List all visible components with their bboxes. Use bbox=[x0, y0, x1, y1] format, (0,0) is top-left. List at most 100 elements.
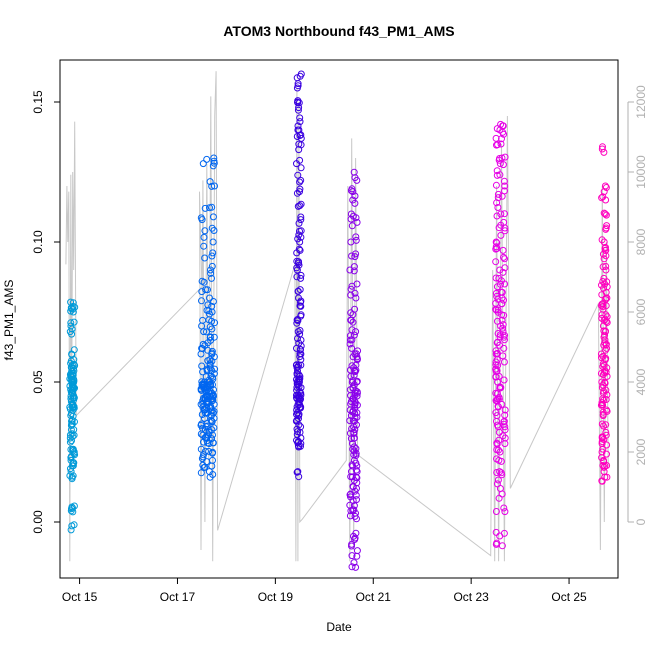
data-point bbox=[201, 447, 209, 455]
data-point bbox=[598, 454, 606, 462]
data-point bbox=[296, 156, 304, 164]
data-point bbox=[347, 291, 355, 299]
data-point bbox=[296, 327, 304, 334]
data-point bbox=[602, 252, 610, 260]
data-point bbox=[601, 210, 609, 218]
data-point bbox=[293, 425, 301, 433]
data-point bbox=[493, 171, 501, 179]
data-point bbox=[352, 214, 360, 222]
data-point bbox=[598, 291, 606, 299]
data-point bbox=[501, 331, 509, 339]
data-point bbox=[295, 421, 303, 429]
data-point bbox=[497, 210, 505, 218]
data-point bbox=[353, 377, 361, 385]
data-point bbox=[353, 176, 361, 184]
data-point bbox=[69, 446, 77, 453]
data-point bbox=[347, 435, 355, 443]
data-point bbox=[69, 472, 77, 480]
data-point bbox=[206, 204, 213, 212]
data-point bbox=[297, 216, 305, 224]
data-point bbox=[494, 141, 502, 149]
data-point bbox=[297, 213, 305, 221]
y-axis-left: 0.00 0.05 0.10 0.15 bbox=[31, 90, 60, 534]
data-point bbox=[492, 409, 500, 417]
data-point bbox=[210, 392, 217, 400]
data-point bbox=[294, 363, 302, 371]
data-point bbox=[207, 266, 214, 274]
data-point bbox=[211, 182, 218, 190]
data-point bbox=[206, 333, 214, 341]
data-point bbox=[198, 345, 206, 353]
data-point bbox=[297, 346, 304, 354]
data-point bbox=[67, 410, 75, 417]
data-point bbox=[602, 346, 609, 354]
data-point bbox=[351, 536, 359, 543]
data-point bbox=[201, 227, 209, 235]
data-point bbox=[602, 354, 610, 362]
data-point bbox=[353, 515, 360, 523]
data-point bbox=[492, 358, 500, 366]
data-point bbox=[352, 466, 360, 474]
y-tick-label: 0.05 bbox=[31, 370, 45, 394]
data-point bbox=[209, 213, 217, 221]
data-point bbox=[198, 277, 206, 285]
data-point bbox=[353, 421, 360, 429]
data-point bbox=[600, 209, 608, 217]
data-point bbox=[348, 344, 356, 352]
data-point bbox=[293, 264, 301, 272]
data-point bbox=[492, 245, 500, 253]
x-tick-label: Oct 23 bbox=[453, 590, 489, 604]
data-point bbox=[209, 471, 217, 478]
data-point bbox=[351, 289, 359, 297]
data-point bbox=[602, 211, 610, 219]
data-point bbox=[198, 297, 205, 305]
data-point bbox=[501, 210, 508, 218]
data-point bbox=[208, 262, 216, 270]
data-point bbox=[70, 378, 78, 386]
data-point bbox=[500, 529, 508, 537]
data-point bbox=[602, 294, 610, 302]
data-point bbox=[499, 161, 507, 169]
data-point bbox=[497, 280, 504, 288]
data-point bbox=[210, 424, 218, 432]
data-point bbox=[346, 417, 354, 425]
data-point bbox=[197, 400, 205, 408]
data-point bbox=[348, 252, 356, 260]
data-point bbox=[210, 227, 218, 234]
data-point bbox=[603, 344, 611, 352]
data-point bbox=[347, 187, 355, 195]
data-point bbox=[353, 413, 361, 421]
data-point bbox=[66, 431, 74, 439]
data-point bbox=[200, 233, 208, 241]
data-point bbox=[597, 401, 605, 409]
data-point bbox=[492, 508, 500, 515]
data-point bbox=[200, 328, 208, 336]
data-point bbox=[494, 476, 502, 484]
y-axis-label: f43_PM1_AMS bbox=[2, 280, 16, 361]
data-point bbox=[297, 342, 305, 350]
data-point bbox=[351, 253, 359, 261]
data-point bbox=[68, 325, 76, 333]
data-point bbox=[600, 284, 607, 292]
data-point bbox=[352, 452, 360, 459]
data-point bbox=[293, 468, 301, 476]
data-point bbox=[599, 263, 607, 271]
data-point bbox=[493, 539, 501, 547]
data-point bbox=[207, 336, 215, 344]
data-point bbox=[209, 238, 217, 246]
data-point bbox=[297, 271, 305, 279]
x-axis-label: Date bbox=[326, 620, 352, 634]
data-point bbox=[206, 294, 213, 302]
data-point bbox=[293, 316, 301, 324]
data-point bbox=[492, 528, 500, 536]
data-point bbox=[296, 302, 304, 310]
data-point bbox=[296, 188, 303, 196]
y-right-tick-label: 10000 bbox=[634, 155, 648, 189]
data-point bbox=[209, 249, 217, 257]
data-point bbox=[351, 199, 359, 207]
data-point bbox=[350, 502, 358, 510]
y-axis-right: 0 2000 4000 6000 8000 10000 12000 bbox=[627, 85, 648, 525]
data-point bbox=[294, 202, 302, 210]
data-point bbox=[204, 439, 212, 447]
